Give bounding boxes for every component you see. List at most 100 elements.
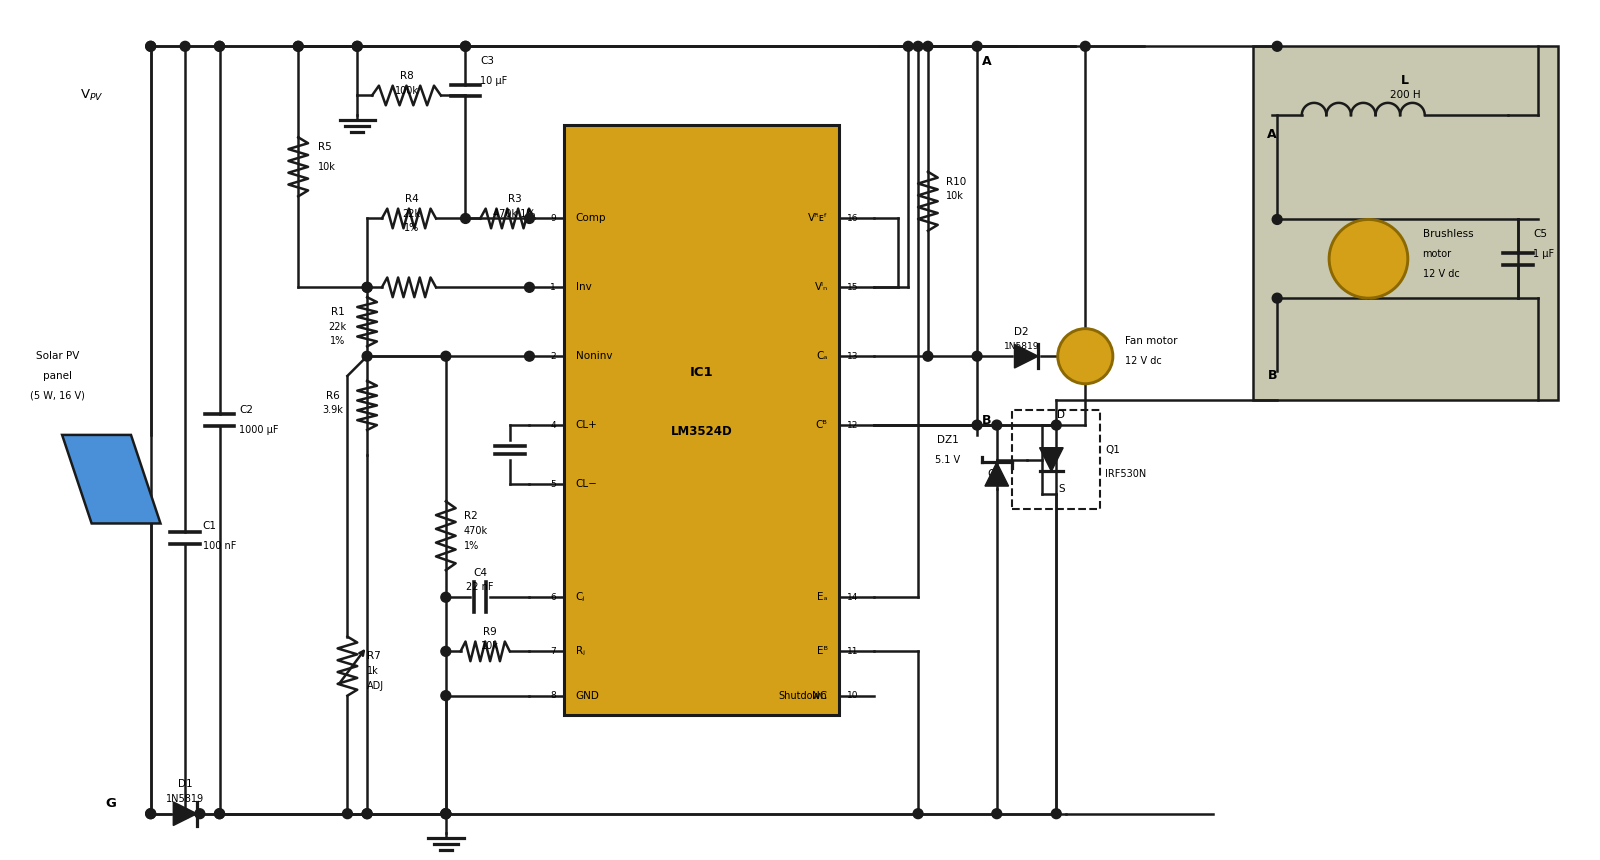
Text: 12: 12 — [848, 421, 859, 430]
Text: 2: 2 — [550, 352, 557, 360]
Circle shape — [923, 41, 933, 52]
Text: Fan motor: Fan motor — [1125, 336, 1178, 347]
Circle shape — [146, 41, 155, 52]
Text: 10 μF: 10 μF — [480, 76, 507, 86]
Text: D1: D1 — [178, 779, 192, 789]
Text: Comp: Comp — [576, 213, 606, 224]
Text: C4: C4 — [474, 568, 488, 578]
Text: 1%: 1% — [330, 336, 346, 347]
Text: motor: motor — [1422, 249, 1451, 259]
Circle shape — [973, 421, 982, 430]
Text: 100 nF: 100 nF — [203, 541, 237, 551]
Text: A: A — [982, 54, 992, 68]
Text: Cᴮ: Cᴮ — [816, 420, 827, 430]
Text: 1%: 1% — [403, 224, 419, 233]
Text: 1N5819: 1N5819 — [1003, 342, 1038, 351]
Circle shape — [362, 351, 373, 361]
Text: C5: C5 — [1533, 230, 1547, 239]
Circle shape — [181, 41, 190, 52]
Text: 6: 6 — [550, 593, 557, 602]
Text: B: B — [1267, 370, 1277, 383]
Text: C3: C3 — [480, 56, 494, 66]
Text: CL−: CL− — [576, 479, 597, 489]
Circle shape — [195, 808, 205, 819]
Circle shape — [525, 282, 534, 292]
Text: Rⱼ: Rⱼ — [576, 647, 584, 656]
Circle shape — [1051, 808, 1061, 819]
Circle shape — [214, 808, 224, 819]
Circle shape — [214, 808, 224, 819]
Text: 8: 8 — [550, 691, 557, 700]
FancyBboxPatch shape — [1253, 46, 1557, 401]
Circle shape — [914, 41, 923, 52]
Circle shape — [146, 808, 155, 819]
Circle shape — [442, 808, 451, 819]
Text: 1%: 1% — [464, 541, 478, 550]
Text: NC: NC — [813, 691, 827, 701]
Text: 13: 13 — [848, 352, 859, 360]
Text: 9: 9 — [550, 214, 557, 223]
Circle shape — [362, 282, 373, 292]
Circle shape — [914, 808, 923, 819]
Text: 1 μF: 1 μF — [1533, 249, 1554, 259]
Polygon shape — [1014, 344, 1038, 368]
Circle shape — [214, 41, 224, 52]
Text: 22 nF: 22 nF — [467, 582, 494, 593]
Text: R1: R1 — [331, 307, 344, 317]
Text: G: G — [106, 797, 117, 810]
Polygon shape — [62, 435, 160, 524]
Text: 10k: 10k — [318, 162, 336, 172]
Circle shape — [1272, 41, 1282, 52]
Circle shape — [442, 351, 451, 361]
Circle shape — [342, 808, 352, 819]
Text: 12 V dc: 12 V dc — [1125, 356, 1162, 366]
Text: R3: R3 — [507, 194, 522, 204]
Circle shape — [1272, 214, 1282, 224]
Circle shape — [352, 41, 362, 52]
Circle shape — [1330, 219, 1408, 298]
Polygon shape — [173, 802, 197, 826]
Text: 470k 1%: 470k 1% — [493, 209, 536, 218]
Circle shape — [362, 282, 373, 292]
Text: D2: D2 — [1014, 327, 1029, 336]
Text: L: L — [1402, 74, 1410, 87]
Circle shape — [923, 351, 933, 361]
Circle shape — [442, 691, 451, 701]
Circle shape — [362, 808, 373, 819]
Text: 10k: 10k — [946, 191, 963, 201]
Text: Noninv: Noninv — [576, 351, 613, 361]
Text: R4: R4 — [405, 194, 418, 204]
Text: 1000 μF: 1000 μF — [240, 425, 278, 435]
Circle shape — [1080, 41, 1090, 52]
Circle shape — [1058, 329, 1114, 384]
Text: 22k: 22k — [402, 209, 421, 218]
Text: 1: 1 — [550, 283, 557, 292]
Text: Shutdown: Shutdown — [779, 691, 827, 701]
Text: R10: R10 — [946, 176, 966, 187]
Text: Cₐ: Cₐ — [816, 351, 827, 361]
Circle shape — [181, 808, 190, 819]
Circle shape — [442, 808, 451, 819]
Text: CL+: CL+ — [576, 420, 597, 430]
Circle shape — [525, 351, 534, 361]
Circle shape — [992, 808, 1002, 819]
Text: Q1: Q1 — [1106, 445, 1120, 455]
Text: 11: 11 — [848, 647, 859, 656]
Text: Solar PV: Solar PV — [35, 351, 78, 361]
Circle shape — [973, 41, 982, 52]
Text: 14: 14 — [848, 593, 859, 602]
Text: R9: R9 — [483, 627, 498, 636]
Text: 12 V dc: 12 V dc — [1422, 268, 1459, 279]
Text: IRF530N: IRF530N — [1106, 470, 1146, 479]
Text: Brushless: Brushless — [1422, 230, 1474, 239]
Text: R5: R5 — [318, 142, 331, 152]
Text: 4: 4 — [550, 421, 557, 430]
Circle shape — [461, 41, 470, 52]
Circle shape — [352, 41, 362, 52]
Text: Eₐ: Eₐ — [818, 593, 827, 602]
Circle shape — [293, 41, 302, 52]
Text: Vᴵₙ: Vᴵₙ — [814, 282, 827, 292]
Circle shape — [461, 213, 470, 224]
Circle shape — [214, 41, 224, 52]
Text: panel: panel — [43, 371, 72, 381]
